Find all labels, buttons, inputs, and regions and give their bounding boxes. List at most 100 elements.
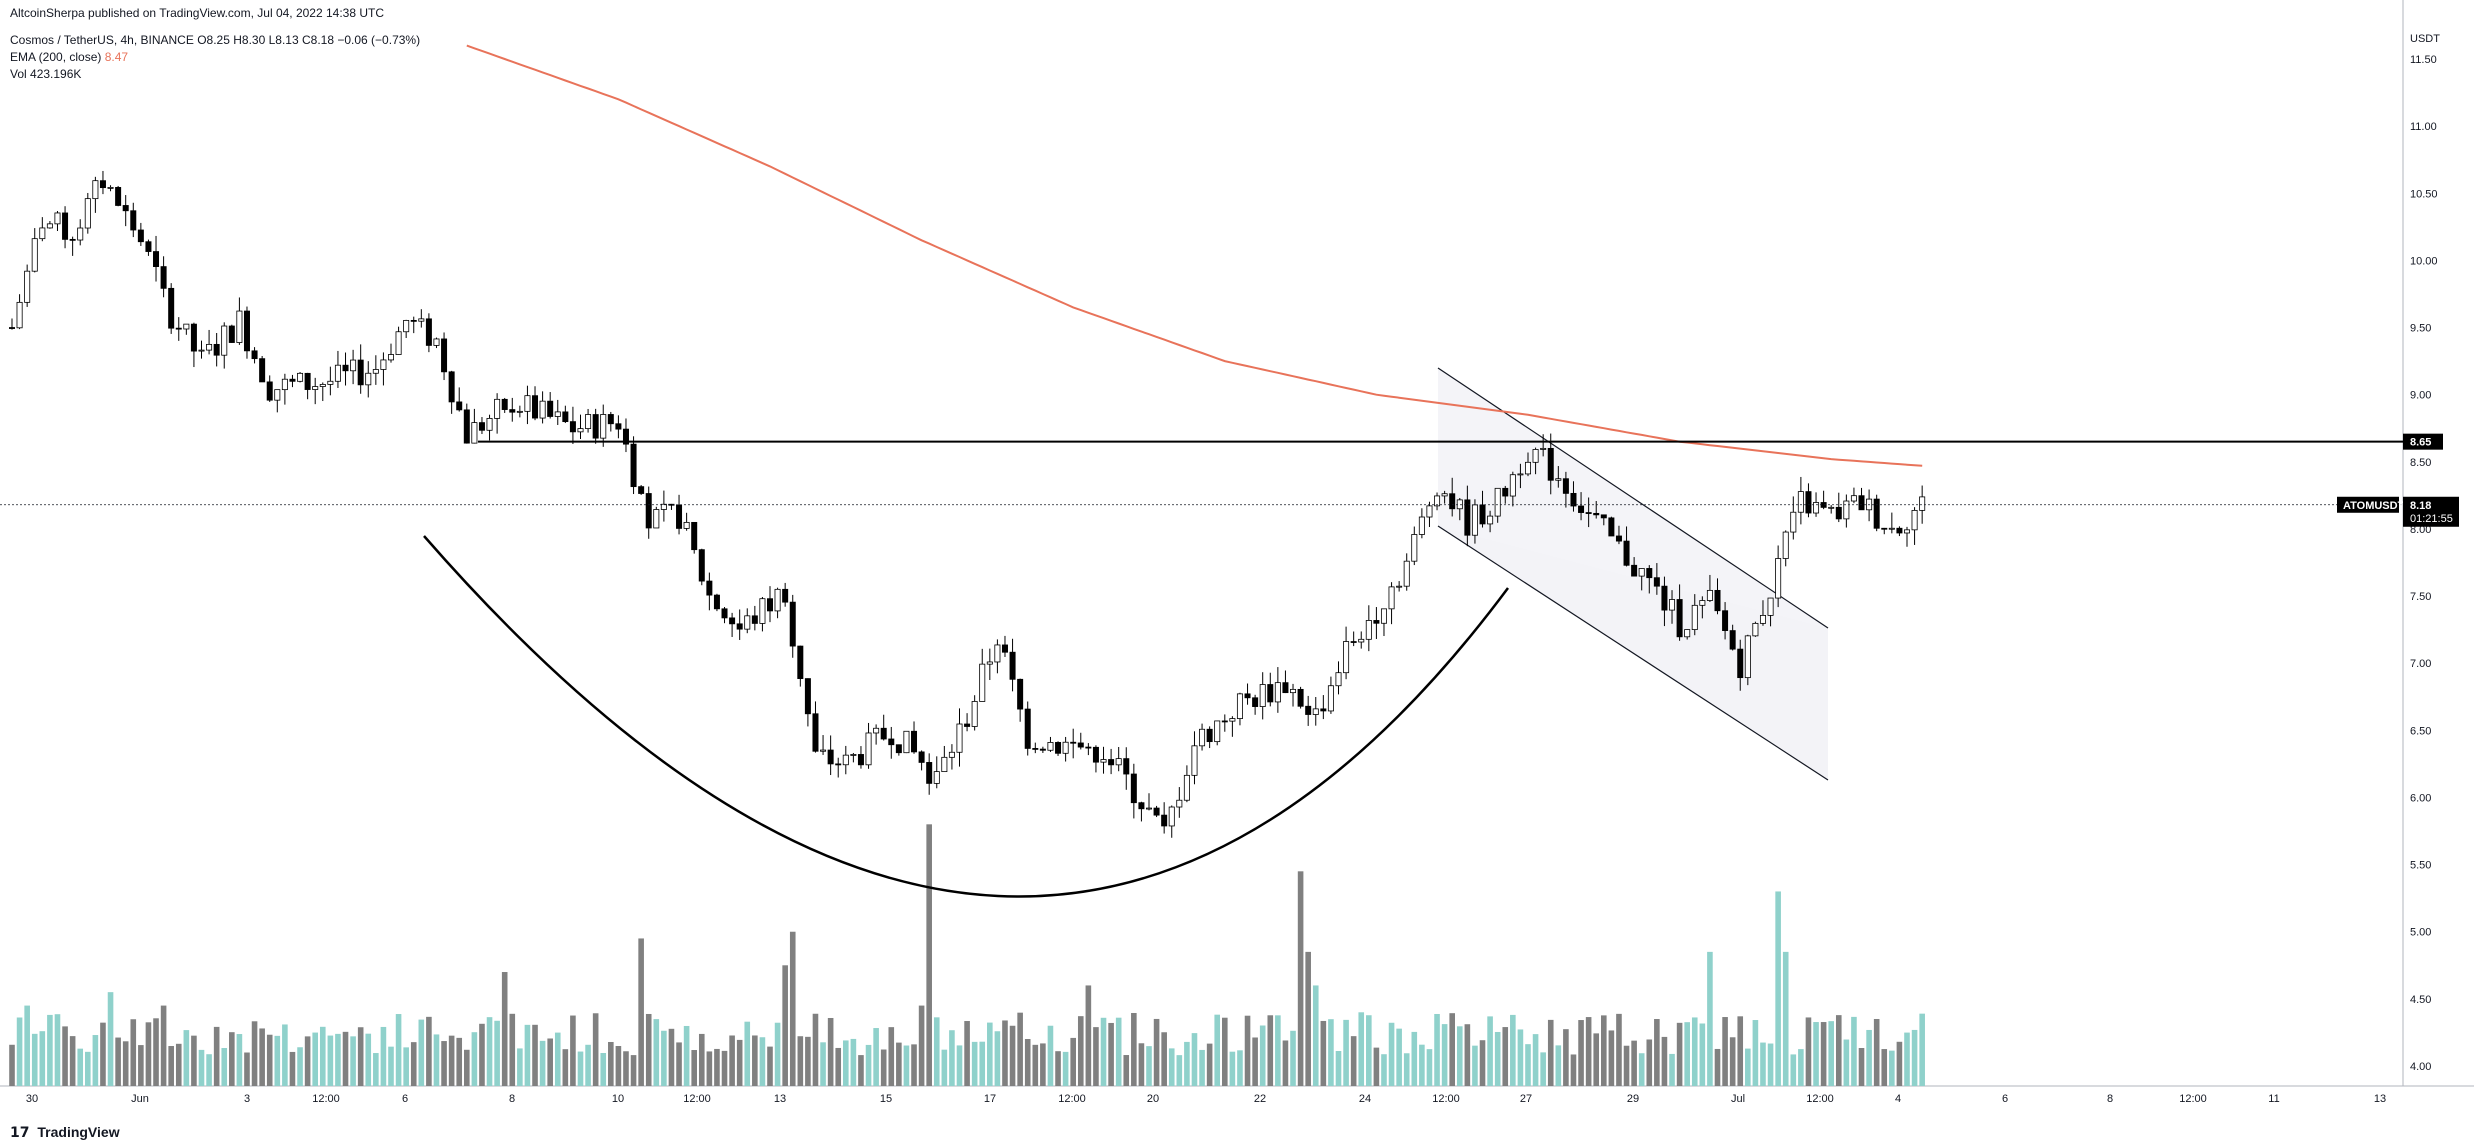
candle-body: [168, 287, 175, 329]
volume-bar: [1540, 1052, 1546, 1086]
candle-body: [1161, 814, 1168, 827]
candle-body: [1009, 651, 1016, 680]
candle-body: [213, 343, 220, 356]
candle-body: [365, 372, 372, 386]
candle-body: [46, 223, 53, 229]
volume-bar: [221, 1048, 228, 1086]
volume-bar: [441, 1041, 447, 1086]
volume-bar: [653, 1019, 660, 1086]
volume-bar: [782, 965, 788, 1086]
volume-bar: [1009, 1025, 1016, 1086]
candle-body: [478, 422, 485, 431]
candle-body: [1017, 678, 1024, 710]
volume-bar: [1593, 1033, 1600, 1086]
time-tick-21: 6: [2002, 1093, 2008, 1105]
volume-bar: [357, 1027, 364, 1086]
volume-bar: [365, 1033, 372, 1086]
candle-body: [994, 644, 1001, 663]
volume-legend[interactable]: Vol 423.196K: [10, 67, 81, 81]
candle-body: [956, 723, 963, 753]
candle-body: [1312, 708, 1319, 715]
candle-body: [1403, 560, 1410, 587]
volume-bar: [812, 1013, 819, 1086]
candle-body: [691, 521, 698, 551]
candle-body: [1873, 498, 1880, 529]
candle-body: [433, 338, 440, 346]
volume-bar: [1889, 1050, 1895, 1086]
volume-bar: [1146, 1046, 1152, 1086]
candle-body: [585, 414, 592, 429]
candle-body: [1911, 509, 1918, 531]
candle-body: [387, 354, 394, 361]
candle-body: [410, 319, 417, 322]
tradingview-logo[interactable]: 𝟭𝟳 TradingView: [10, 1124, 120, 1141]
time-tick-6: 10: [612, 1093, 624, 1105]
candle-body: [721, 608, 728, 619]
time-tick-2: 3: [244, 1093, 250, 1105]
candle-body: [918, 751, 925, 763]
candle-body: [1343, 641, 1350, 674]
candle-body: [789, 601, 796, 647]
volume-bar: [668, 1028, 675, 1086]
candle-body: [1669, 599, 1676, 611]
volume-bar: [1259, 1025, 1266, 1086]
candle-body: [319, 383, 326, 387]
ema-label: EMA (200, close): [10, 50, 102, 64]
price-tick-8: 7.50: [2410, 591, 2431, 603]
candle-body: [1305, 705, 1312, 715]
candle-body: [137, 229, 144, 243]
volume-bar: [1601, 1015, 1607, 1086]
volume-bar: [388, 1046, 394, 1086]
candle-body: [1100, 759, 1107, 763]
volume-label: Vol: [10, 67, 27, 81]
channel-lower-line[interactable]: [1437, 525, 1829, 781]
time-axis[interactable]: 30 Jun 3 12:00 6 8 10 12:00 13 15 17 12:00 20 22 24 12:…: [26, 1093, 2386, 1105]
ema-legend[interactable]: EMA (200, close) 8.47: [10, 50, 128, 64]
volume-bar: [1616, 1013, 1622, 1086]
candle-body: [1828, 506, 1835, 509]
volume-bar: [289, 1051, 296, 1086]
axis-unit-label: USDT: [2410, 33, 2440, 45]
candlesticks: [8, 170, 1926, 838]
cup-curve[interactable]: [423, 535, 1510, 898]
ema-200-line[interactable]: [466, 44, 1923, 467]
volume-bar: [1843, 1039, 1850, 1086]
volume-bar: [949, 1030, 955, 1086]
symbol-name[interactable]: Cosmos / TetherUS, 4h, BINANCE: [10, 33, 194, 47]
volume-bar: [1820, 1022, 1827, 1086]
price-axis[interactable]: 11.50 11.00 10.50 10.00 9.50 9.00 8.50 8.00 7.50…: [2410, 54, 2438, 1073]
candle-body: [1191, 745, 1198, 776]
volume-bar: [448, 1035, 455, 1086]
candle-body: [1055, 742, 1062, 754]
candle-body: [1623, 540, 1630, 566]
candle-body: [1904, 529, 1911, 534]
resistance-label-box: 8.65: [2403, 433, 2443, 450]
candle-body: [1024, 708, 1031, 749]
candle-body: [1146, 807, 1153, 810]
volume-bar: [1100, 1017, 1107, 1086]
candle-body: [1782, 531, 1789, 559]
volume-bar: [1578, 1020, 1584, 1086]
candle-body: [236, 310, 243, 343]
candle-body: [1464, 499, 1471, 536]
candle-body: [1130, 773, 1137, 804]
candle-body: [630, 443, 637, 488]
volume-bar: [426, 1016, 432, 1086]
volume-bar: [145, 1022, 152, 1086]
volume-bar: [1858, 1047, 1865, 1086]
volume-bar: [752, 1035, 758, 1086]
volume-bar: [1449, 1013, 1455, 1086]
volume-bar: [1199, 1049, 1205, 1086]
volume-bar: [1320, 1020, 1327, 1086]
time-tick-12: 20: [1147, 1093, 1159, 1105]
candle-body: [850, 754, 857, 756]
candle-body: [948, 751, 955, 758]
time-tick-23: 12:00: [2179, 1093, 2207, 1105]
candle-body: [645, 493, 652, 529]
candle-body: [895, 744, 902, 754]
candle-body: [1843, 500, 1850, 520]
volume-bar: [1138, 1043, 1145, 1086]
candle-body: [1229, 718, 1236, 722]
volume-bar: [789, 931, 796, 1086]
